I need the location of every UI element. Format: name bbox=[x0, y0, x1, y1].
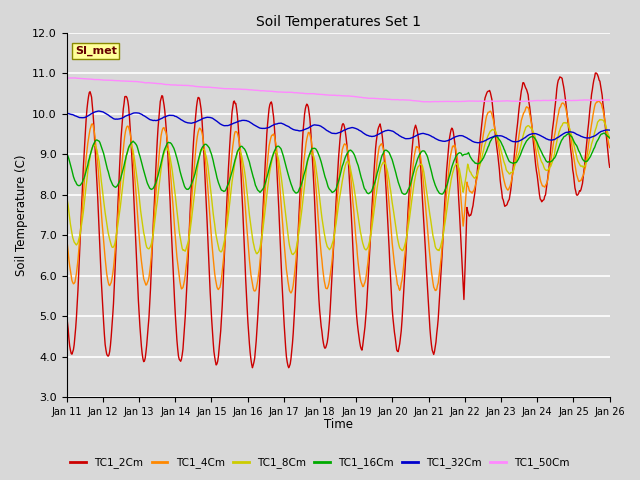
TC1_4Cm bbox=[421, 193, 429, 199]
TC1_50Cm bbox=[184, 83, 192, 88]
TC1_2Cm bbox=[72, 314, 80, 320]
TC1_2Cm bbox=[405, 194, 413, 200]
Line: TC1_50Cm: TC1_50Cm bbox=[67, 78, 610, 102]
TC1_50Cm bbox=[405, 97, 413, 103]
X-axis label: Time: Time bbox=[324, 419, 353, 432]
TC1_50Cm bbox=[129, 79, 137, 84]
Legend: TC1_2Cm, TC1_4Cm, TC1_8Cm, TC1_16Cm, TC1_32Cm, TC1_50Cm: TC1_2Cm, TC1_4Cm, TC1_8Cm, TC1_16Cm, TC1… bbox=[67, 453, 573, 472]
TC1_4Cm bbox=[606, 145, 614, 151]
TC1_16Cm bbox=[401, 192, 409, 197]
TC1_32Cm bbox=[421, 131, 429, 136]
TC1_32Cm bbox=[405, 136, 413, 142]
TC1_32Cm bbox=[213, 119, 221, 124]
TC1_50Cm bbox=[213, 85, 221, 91]
TC1_4Cm bbox=[72, 270, 80, 276]
TC1_50Cm bbox=[426, 99, 434, 105]
TC1_2Cm bbox=[592, 70, 600, 76]
Y-axis label: Soil Temperature (C): Soil Temperature (C) bbox=[15, 155, 28, 276]
TC1_8Cm bbox=[596, 117, 604, 122]
TC1_16Cm bbox=[405, 186, 413, 192]
TC1_4Cm bbox=[129, 147, 136, 153]
TC1_8Cm bbox=[289, 252, 297, 257]
TC1_8Cm bbox=[421, 174, 429, 180]
TC1_2Cm bbox=[63, 314, 70, 320]
Line: TC1_32Cm: TC1_32Cm bbox=[67, 111, 610, 143]
TC1_4Cm bbox=[595, 98, 602, 104]
Line: TC1_8Cm: TC1_8Cm bbox=[67, 120, 610, 254]
TC1_2Cm bbox=[606, 164, 614, 170]
TC1_32Cm bbox=[474, 140, 482, 145]
TC1_2Cm bbox=[129, 164, 136, 169]
TC1_50Cm bbox=[421, 99, 429, 105]
Line: TC1_16Cm: TC1_16Cm bbox=[67, 133, 610, 194]
TC1_4Cm bbox=[287, 290, 295, 296]
TC1_16Cm bbox=[606, 135, 614, 141]
TC1_8Cm bbox=[63, 194, 70, 200]
TC1_4Cm bbox=[184, 252, 191, 257]
TC1_8Cm bbox=[184, 241, 191, 247]
TC1_50Cm bbox=[70, 75, 78, 81]
TC1_4Cm bbox=[405, 210, 413, 216]
TC1_16Cm bbox=[184, 186, 191, 192]
TC1_4Cm bbox=[212, 280, 220, 286]
TC1_32Cm bbox=[95, 108, 102, 114]
TC1_2Cm bbox=[421, 234, 429, 240]
TC1_32Cm bbox=[63, 110, 70, 116]
TC1_32Cm bbox=[606, 127, 614, 133]
Line: TC1_4Cm: TC1_4Cm bbox=[67, 101, 610, 293]
TC1_8Cm bbox=[606, 134, 614, 140]
TC1_8Cm bbox=[212, 233, 220, 239]
Text: SI_met: SI_met bbox=[75, 46, 116, 56]
TC1_16Cm bbox=[212, 171, 220, 177]
Line: TC1_2Cm: TC1_2Cm bbox=[67, 73, 610, 368]
TC1_2Cm bbox=[248, 365, 256, 371]
TC1_8Cm bbox=[129, 145, 136, 151]
TC1_16Cm bbox=[421, 148, 429, 154]
TC1_32Cm bbox=[72, 113, 80, 119]
TC1_50Cm bbox=[606, 97, 614, 103]
TC1_16Cm bbox=[72, 181, 80, 187]
TC1_2Cm bbox=[184, 270, 191, 276]
TC1_16Cm bbox=[600, 130, 607, 136]
TC1_2Cm bbox=[212, 362, 220, 368]
Title: Soil Temperatures Set 1: Soil Temperatures Set 1 bbox=[255, 15, 420, 29]
TC1_8Cm bbox=[405, 220, 413, 226]
TC1_4Cm bbox=[63, 237, 70, 242]
TC1_16Cm bbox=[63, 151, 70, 157]
TC1_50Cm bbox=[74, 75, 81, 81]
TC1_50Cm bbox=[63, 75, 70, 81]
TC1_32Cm bbox=[129, 110, 137, 116]
TC1_16Cm bbox=[129, 139, 136, 145]
TC1_8Cm bbox=[72, 242, 80, 248]
TC1_32Cm bbox=[184, 120, 192, 126]
